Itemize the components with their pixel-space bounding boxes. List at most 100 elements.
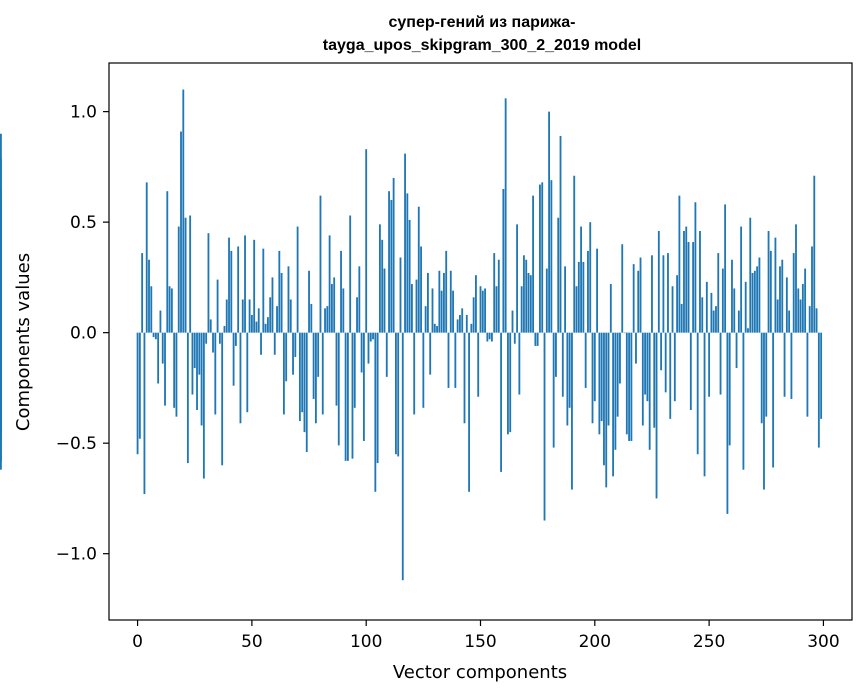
bar-179 [545, 268, 548, 333]
bar-5 [148, 259, 150, 333]
bar-256 [721, 268, 724, 333]
bar-299 [820, 332, 823, 419]
bar-283 [783, 332, 786, 397]
bar-136 [447, 332, 450, 388]
bar-107 [381, 239, 384, 333]
bar-131 [436, 326, 438, 333]
bar-36 [218, 332, 221, 344]
bar-64 [282, 332, 285, 415]
bar-137 [449, 270, 452, 333]
bar-215 [628, 332, 631, 441]
bar-68 [292, 332, 294, 375]
bar-247 [701, 297, 704, 333]
bar-273 [760, 332, 763, 424]
bar-290 [799, 299, 802, 333]
bar-274 [763, 332, 765, 490]
bar-181 [550, 180, 553, 333]
bar-160 [502, 188, 505, 333]
bar-295 [811, 246, 813, 333]
bar-144 [465, 314, 468, 333]
bar-218 [635, 332, 637, 364]
x-axis-ticks: 0 50 100 150 200 250 300 [132, 620, 840, 652]
bar-221 [641, 332, 644, 426]
y-tick-label: 1.0 [70, 103, 97, 123]
bar-265 [742, 332, 745, 470]
bar-171 [527, 272, 530, 333]
bar-289 [797, 288, 800, 333]
bar-298 [817, 332, 820, 448]
bar-149 [477, 332, 480, 397]
bar-243 [692, 242, 695, 333]
bar-58 [269, 297, 272, 333]
bar-26 [196, 332, 198, 411]
bar-254 [717, 253, 720, 333]
bar-262 [735, 332, 738, 369]
bar-197 [587, 250, 589, 333]
bar-216 [630, 332, 633, 441]
x-tick-label: 100 [350, 632, 382, 652]
bar-121 [413, 332, 416, 415]
bar-54 [260, 332, 262, 355]
bar-111 [390, 200, 393, 333]
bar-40 [228, 237, 230, 333]
bar-8 [154, 332, 157, 340]
bar-271 [756, 266, 759, 333]
bar-233 [669, 332, 672, 419]
y-tick-label: 0.0 [70, 324, 97, 344]
bar-163 [509, 332, 512, 433]
bar-228 [657, 230, 660, 333]
bar-193 [577, 261, 580, 333]
bar-264 [740, 226, 743, 333]
bar-undefined [0, 332, 2, 430]
bar-202 [598, 332, 601, 435]
bar-222 [644, 332, 647, 395]
bar-11 [161, 332, 164, 364]
bar-192 [575, 286, 578, 333]
bar-223 [646, 332, 649, 402]
bar-213 [623, 332, 626, 334]
bar-115 [399, 257, 402, 333]
bar-13 [166, 191, 169, 333]
bar-14 [168, 286, 171, 333]
bar-297 [815, 308, 818, 333]
bar-12 [164, 332, 166, 406]
bar-204 [603, 332, 605, 466]
bar-245 [696, 332, 699, 455]
bar-33 [212, 332, 214, 353]
bar-38 [223, 326, 226, 333]
bar-257 [724, 204, 727, 333]
bar-79 [317, 332, 320, 377]
bar-184 [557, 217, 560, 333]
bar-237 [678, 195, 681, 333]
bar-260 [731, 259, 733, 333]
bar-170 [525, 259, 528, 333]
bar-41 [230, 250, 233, 333]
bar-227 [655, 332, 658, 499]
bar-287 [792, 253, 795, 333]
bar-24 [191, 332, 194, 395]
bar-75 [308, 270, 310, 333]
bar-225 [651, 255, 653, 333]
bar-78 [314, 332, 317, 424]
bar-275 [765, 332, 768, 417]
bar-120 [411, 284, 413, 333]
bar-292 [804, 268, 807, 333]
bar-108 [383, 268, 386, 333]
bar-134 [443, 272, 445, 333]
bar-157 [495, 286, 498, 333]
bar-177 [541, 182, 544, 333]
bar-200 [593, 332, 596, 402]
bar-169 [523, 255, 525, 333]
bar-176 [539, 184, 541, 333]
bar-159 [500, 332, 502, 472]
bar-152 [484, 288, 486, 333]
bar-267 [747, 328, 749, 333]
bar-19 [180, 131, 182, 333]
bar-293 [806, 332, 809, 417]
bar-37 [221, 332, 224, 466]
bar-205 [605, 332, 608, 488]
bar-118 [406, 193, 409, 333]
bar-199 [591, 332, 594, 424]
bar-91 [344, 332, 347, 461]
bar-31 [207, 233, 210, 333]
